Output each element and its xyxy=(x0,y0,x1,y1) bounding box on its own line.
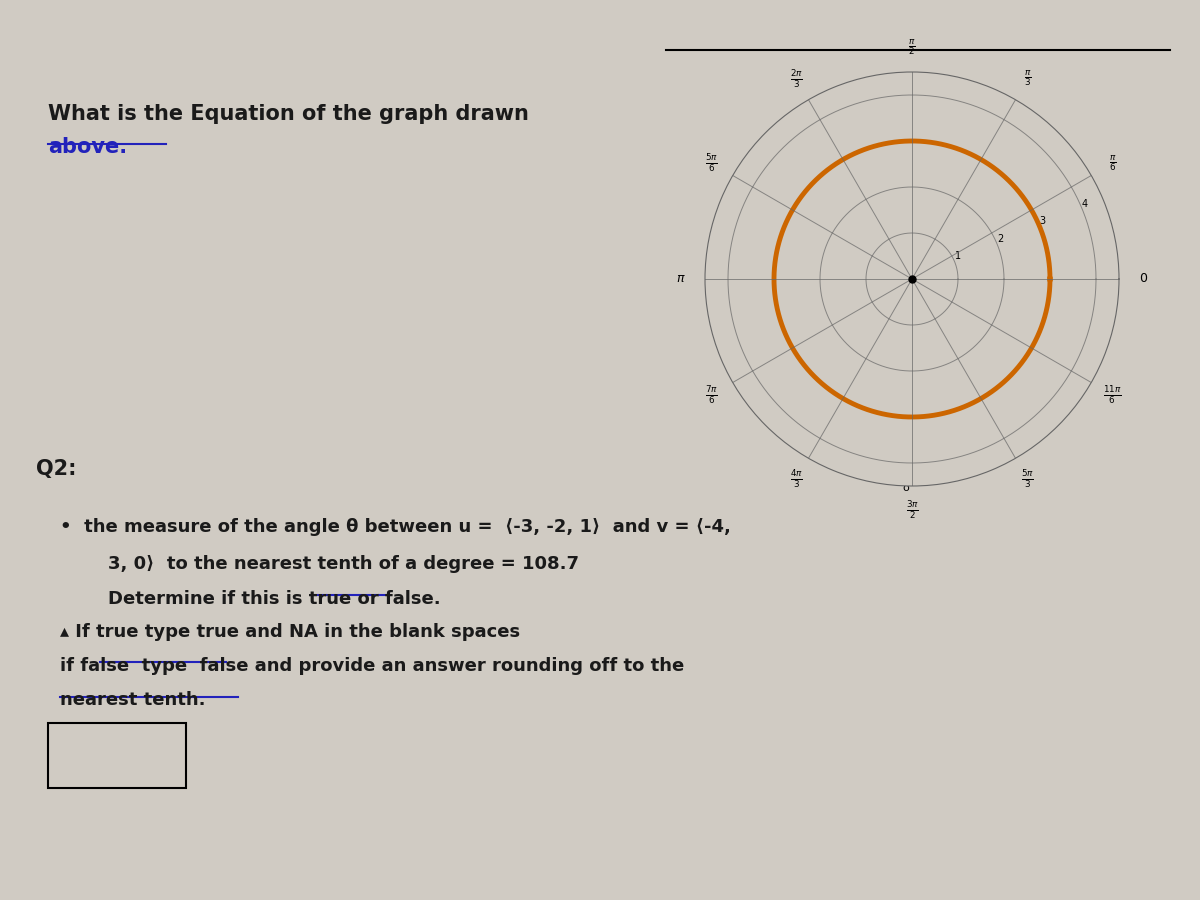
Text: above.: above. xyxy=(48,137,127,157)
Text: ▴ If true type true and NA in the blank spaces: ▴ If true type true and NA in the blank … xyxy=(60,623,520,641)
Text: Determine if this is true or false.: Determine if this is true or false. xyxy=(108,590,440,608)
Text: •  the measure of the angle θ between u =  ⟨-3, -2, 1⟩  and v = ⟨-4,: • the measure of the angle θ between u =… xyxy=(60,518,731,536)
Text: if false  type  false and provide an answer rounding off to the: if false type false and provide an answe… xyxy=(60,657,684,675)
Text: What is the Equation of the graph drawn: What is the Equation of the graph drawn xyxy=(48,104,529,123)
Text: nearest tenth.: nearest tenth. xyxy=(60,691,205,709)
Text: o: o xyxy=(902,482,910,493)
Text: 3, 0⟩  to the nearest tenth of a degree = 108.7: 3, 0⟩ to the nearest tenth of a degree =… xyxy=(108,555,580,573)
Text: Q2:: Q2: xyxy=(36,459,77,479)
